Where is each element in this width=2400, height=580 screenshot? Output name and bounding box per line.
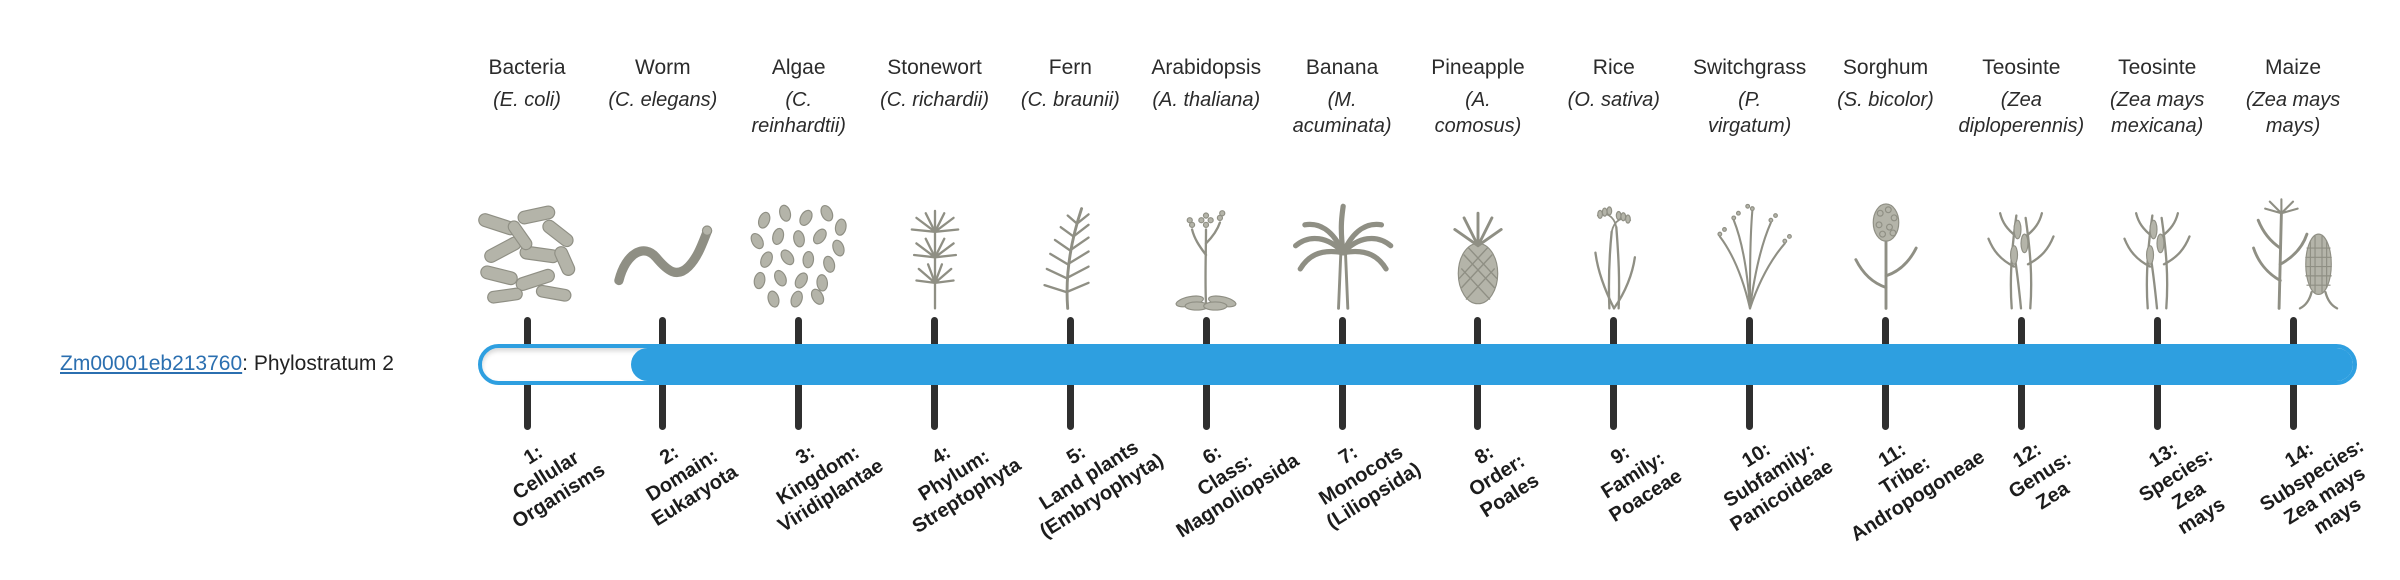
organism-name: Maize bbox=[2265, 56, 2322, 79]
organism-illustration bbox=[1010, 157, 1130, 313]
teosinte-icon bbox=[1963, 181, 2079, 313]
organism-name: Teosinte bbox=[2118, 56, 2197, 79]
organism-illustration bbox=[2233, 157, 2353, 313]
organism-name: Banana bbox=[1305, 56, 1379, 79]
organism-column: Fern (C. braunii) 5: Land plants (Embryo… bbox=[995, 55, 1168, 570]
organism-illustration bbox=[1146, 157, 1266, 313]
phylostratum-label: 14: Subspecies: Zea mays mays bbox=[2256, 434, 2370, 540]
organism-scientific-name: (C. reinhardtii) bbox=[751, 89, 846, 137]
gene-label: Zm00001eb213760: Phylostratum 2 bbox=[60, 351, 394, 377]
organism-scientific-name: (C. richardii) bbox=[880, 89, 989, 111]
organism-column: Arabidopsis (A. thaliana) 6: Class: Magn… bbox=[1131, 55, 1303, 570]
organism-name: Teosinte bbox=[1982, 56, 2061, 79]
organism-illustration bbox=[1690, 157, 1810, 313]
organism-scientific-name: (C. elegans) bbox=[608, 89, 718, 111]
organism-illustration bbox=[2097, 157, 2217, 313]
organism-name: Rice bbox=[1592, 56, 1635, 79]
fern-icon bbox=[1012, 181, 1128, 313]
organism-illustration bbox=[467, 157, 587, 313]
sorghum-icon bbox=[1828, 181, 1944, 313]
phylostrata-bar-track bbox=[478, 344, 2357, 385]
gene-id-link[interactable]: Zm00001eb213760 bbox=[60, 352, 243, 375]
banana-icon bbox=[1284, 181, 1400, 313]
organism-scientific-name: (P. virgatum) bbox=[1707, 89, 1792, 137]
organism-scientific-name: (M. acuminata) bbox=[1292, 89, 1392, 137]
organism-column: Stonewort (C. richardii) 4: Phylum: Stre… bbox=[860, 55, 1024, 570]
maize-icon bbox=[2235, 181, 2351, 313]
organism-illustration bbox=[1961, 157, 2081, 313]
organism-illustration bbox=[875, 157, 995, 313]
gene-descriptor: : Phylostratum 2 bbox=[242, 352, 394, 375]
organism-column: Switchgrass (P. virgatum) 10: Subfamily:… bbox=[1675, 55, 1837, 570]
worm-icon bbox=[605, 181, 721, 313]
bacteria-icon bbox=[469, 181, 585, 313]
organism-name: Worm bbox=[635, 56, 691, 79]
switchgrass-icon bbox=[1692, 181, 1808, 313]
organism-scientific-name: (E. coli) bbox=[493, 89, 561, 111]
teosinte-icon bbox=[2099, 181, 2215, 313]
organism-illustration bbox=[1554, 157, 1674, 313]
organism-scientific-name: (C. braunii) bbox=[1020, 89, 1120, 111]
organism-scientific-name: (S. bicolor) bbox=[1837, 89, 1934, 111]
organism-scientific-name: (Zea diploperennis) bbox=[1958, 89, 2085, 137]
organism-name: Switchgrass bbox=[1693, 56, 1807, 79]
organism-name: Sorghum bbox=[1842, 56, 1929, 79]
organism-column: Algae (C. reinhardtii) 3: Kingdom: Virid… bbox=[724, 55, 887, 570]
organism-name: Bacteria bbox=[488, 56, 566, 79]
organism-name: Stonewort bbox=[887, 56, 982, 79]
phylostrata-bar-fill bbox=[630, 348, 2353, 381]
organism-illustration bbox=[1282, 157, 1402, 313]
organism-scientific-name: (Zea mays mexicana) bbox=[2109, 89, 2205, 137]
organism-illustration bbox=[739, 157, 859, 313]
pineapple-icon bbox=[1420, 181, 1536, 313]
rice-icon bbox=[1556, 181, 1672, 313]
organism-scientific-name: (O. sativa) bbox=[1567, 89, 1660, 111]
organism-scientific-name: (A. thaliana) bbox=[1152, 89, 1261, 111]
organism-illustration bbox=[1418, 157, 1538, 313]
organism-illustration bbox=[1826, 157, 1946, 313]
organism-name: Pineapple bbox=[1431, 56, 1525, 79]
organism-name: Fern bbox=[1048, 56, 1092, 79]
organism-column: Maize (Zea mays mays) 14: Subspecies: Ze… bbox=[2218, 55, 2370, 570]
organism-scientific-name: (Zea mays mays) bbox=[2245, 89, 2341, 137]
organism-column: Pineapple (A. comosus) 8: Order: Poales bbox=[1403, 55, 1553, 570]
stonewort-icon bbox=[877, 181, 993, 313]
organism-name: Algae bbox=[771, 56, 826, 79]
algae-icon bbox=[741, 181, 857, 313]
organism-illustration bbox=[603, 157, 723, 313]
organism-column: Bacteria (E. coli) 1: Cellular Organisms bbox=[452, 55, 609, 570]
arabidopsis-icon bbox=[1148, 181, 1264, 313]
organism-name: Arabidopsis bbox=[1151, 56, 1262, 79]
organism-scientific-name: (A. comosus) bbox=[1434, 89, 1522, 137]
